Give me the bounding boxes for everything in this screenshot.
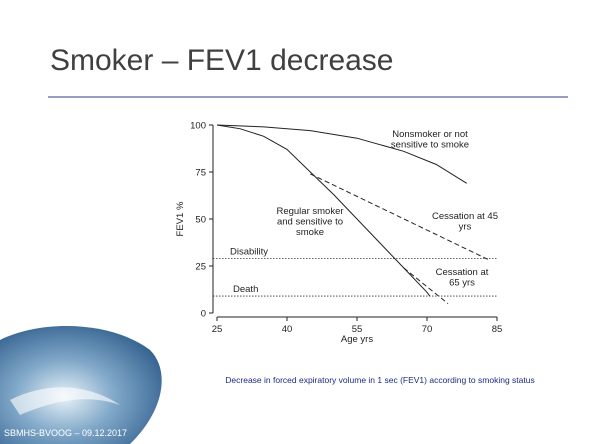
x-tick-label: 25 (212, 324, 223, 335)
series-label: Nonsmoker or not (392, 129, 468, 140)
series-label: 65 yrs (449, 278, 475, 289)
series-label: smoke (296, 227, 324, 238)
x-tick-label: 85 (492, 324, 503, 335)
series-label: Regular smoker (276, 206, 343, 217)
series-label: sensitive to smoke (391, 140, 469, 151)
x-tick-label: 40 (282, 324, 293, 335)
slide: Smoker – FEV1 decrease Decrease in force… (0, 0, 602, 444)
series-label: Cessation at (436, 267, 489, 278)
slide-canvas: Smoker – FEV1 decrease Decrease in force… (0, 0, 602, 444)
series-label: and sensitive to (277, 217, 343, 228)
y-tick-label: 50 (195, 215, 206, 226)
reference-label: Death (233, 284, 258, 295)
y-tick-label: 0 (201, 309, 206, 320)
decor-wave (0, 326, 162, 444)
y-tick-label: 25 (195, 262, 206, 273)
y-tick-label: 75 (195, 168, 206, 179)
y-axis-label: FEV1 % (175, 201, 186, 236)
series-label: yrs (459, 222, 472, 233)
x-axis-label: Age yrs (341, 334, 373, 345)
reference-label: Disability (230, 246, 268, 257)
footer: SBMHS-BVOOG – 09.12.2017 (4, 428, 127, 438)
y-tick-label: 100 (190, 121, 206, 132)
x-tick-label: 70 (422, 324, 433, 335)
slide-title: Smoker – FEV1 decrease (50, 44, 394, 77)
caption: Decrease in forced expiratory volume in … (225, 375, 534, 385)
series-label: Cessation at 45 (432, 211, 498, 222)
